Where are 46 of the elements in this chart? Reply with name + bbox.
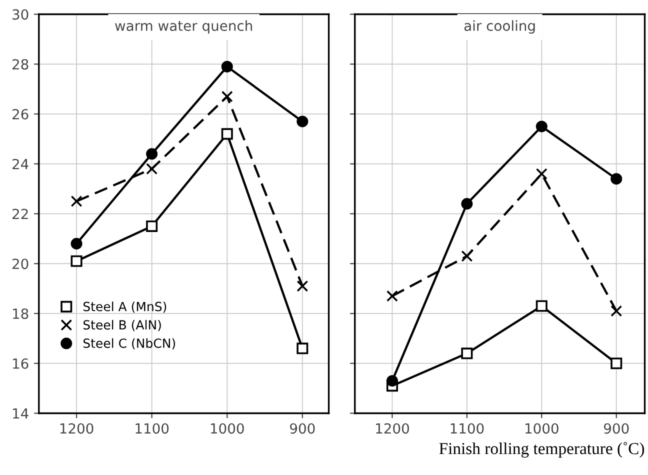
- point: [386, 290, 398, 302]
- legend-label: Steel B (AlN): [83, 320, 161, 332]
- point: [221, 60, 233, 72]
- y-tick-label: 18: [13, 308, 28, 319]
- x-tick-label: 1000: [210, 423, 244, 434]
- x-tick-label: 1200: [376, 423, 409, 434]
- y-tick-label: 26: [12, 108, 28, 120]
- chart-title: warm water quench: [115, 20, 252, 34]
- point: [610, 173, 622, 185]
- x-tick-label: 900: [604, 423, 629, 434]
- y-tick-label: 22: [12, 208, 28, 220]
- y-tick-label: 24: [12, 158, 28, 170]
- x-tick-label: 1100: [136, 423, 169, 434]
- point: [146, 220, 158, 232]
- point: [70, 255, 82, 267]
- legend-label: Steel A (MnS): [83, 302, 166, 313]
- point: [146, 163, 158, 175]
- y-tick-label: 16: [13, 358, 28, 369]
- point: [386, 375, 398, 387]
- point: [610, 358, 622, 370]
- y-tick-label: 28: [12, 59, 28, 70]
- chart-title: air cooling: [464, 20, 535, 34]
- point: [461, 250, 473, 262]
- point: [536, 168, 548, 180]
- point: [296, 116, 308, 128]
- point: [536, 300, 548, 312]
- y-tick-label: 30: [12, 9, 28, 20]
- point: [146, 148, 158, 160]
- point: [70, 238, 82, 250]
- point: [461, 198, 473, 210]
- x-tick-label: 1000: [526, 423, 558, 434]
- point: [221, 90, 233, 102]
- y-tick-label: 20: [12, 258, 28, 270]
- legend-label: Steel C (NbCN): [83, 338, 176, 350]
- x-axis-title: Finish rolling temperature (˚C): [439, 442, 644, 458]
- x-tick-label: 900: [290, 423, 315, 434]
- point: [296, 342, 308, 354]
- point: [221, 128, 233, 140]
- point: [536, 120, 548, 132]
- y-tick-label: 14: [13, 408, 28, 419]
- point: [296, 280, 308, 292]
- x-tick-label: 1100: [450, 423, 484, 434]
- point: [461, 348, 473, 360]
- point: [70, 196, 82, 208]
- x-tick-label: 1200: [60, 423, 94, 434]
- point: [610, 305, 622, 317]
